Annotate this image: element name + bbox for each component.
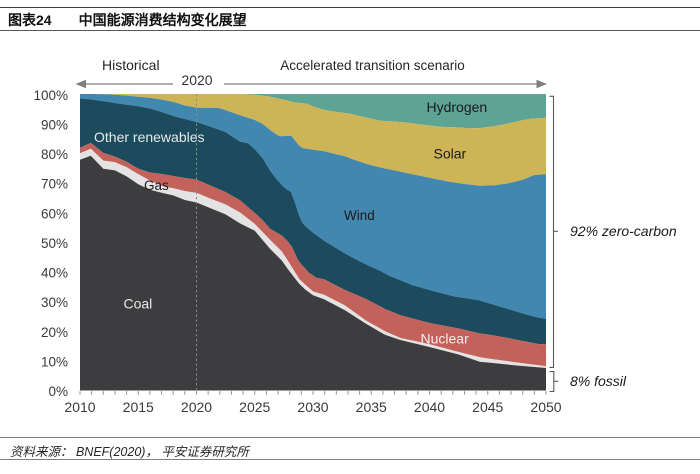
svg-text:2020: 2020 bbox=[181, 399, 212, 415]
svg-text:30%: 30% bbox=[41, 295, 68, 310]
svg-text:70%: 70% bbox=[41, 177, 68, 192]
svg-text:Coal: Coal bbox=[124, 296, 153, 312]
svg-text:2040: 2040 bbox=[414, 399, 445, 415]
svg-text:8% fossil: 8% fossil bbox=[570, 373, 627, 389]
svg-text:60%: 60% bbox=[41, 206, 68, 221]
svg-text:0%: 0% bbox=[48, 384, 68, 399]
svg-text:2015: 2015 bbox=[123, 399, 154, 415]
svg-text:100%: 100% bbox=[33, 88, 68, 103]
svg-text:2035: 2035 bbox=[356, 399, 387, 415]
svg-text:2050: 2050 bbox=[530, 399, 561, 415]
svg-text:Gas: Gas bbox=[144, 178, 169, 193]
svg-text:Nuclear: Nuclear bbox=[421, 331, 470, 347]
svg-text:Solar: Solar bbox=[434, 146, 467, 162]
svg-text:Other renewables: Other renewables bbox=[94, 129, 205, 145]
svg-text:20%: 20% bbox=[41, 325, 68, 340]
svg-text:40%: 40% bbox=[41, 266, 68, 281]
svg-text:90%: 90% bbox=[41, 117, 68, 132]
svg-text:80%: 80% bbox=[41, 147, 68, 162]
svg-text:Accelerated transition scenari: Accelerated transition scenario bbox=[280, 58, 465, 73]
svg-text:2010: 2010 bbox=[64, 399, 95, 415]
svg-text:2045: 2045 bbox=[472, 399, 503, 415]
svg-text:2025: 2025 bbox=[239, 399, 270, 415]
svg-text:Hydrogen: Hydrogen bbox=[427, 99, 488, 115]
svg-text:10%: 10% bbox=[41, 354, 68, 369]
svg-text:2020: 2020 bbox=[181, 72, 212, 88]
svg-text:Historical: Historical bbox=[102, 57, 160, 73]
svg-text:50%: 50% bbox=[41, 236, 68, 251]
svg-text:92% zero-carbon: 92% zero-carbon bbox=[570, 223, 677, 239]
svg-text:2030: 2030 bbox=[297, 399, 328, 415]
svg-text:Wind: Wind bbox=[344, 208, 375, 223]
